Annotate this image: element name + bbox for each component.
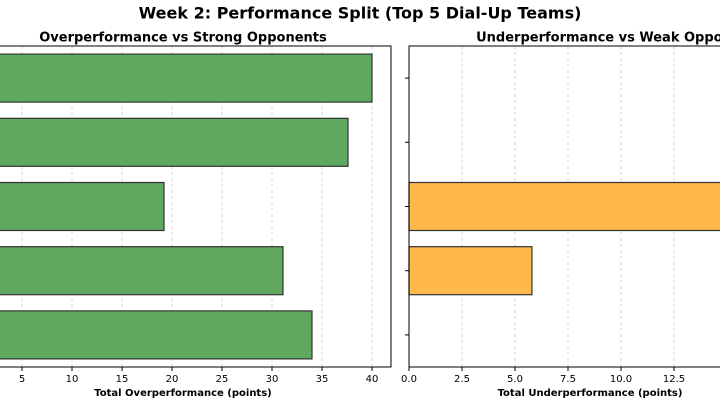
chart-title: Week 2: Performance Split (Top 5 Dial-Up… xyxy=(139,4,582,23)
plot-frame xyxy=(0,45,392,368)
bar xyxy=(0,181,165,232)
x-tick-label: 10 xyxy=(66,374,79,385)
x-tick-label: 0.0 xyxy=(401,374,417,385)
x-tick-label: 10.0 xyxy=(610,374,632,385)
x-tick-label: 12.5 xyxy=(663,374,685,385)
x-axis-label: Total Underperformance (points) xyxy=(498,388,683,399)
bar xyxy=(0,310,313,360)
x-tick-label: 2.5 xyxy=(454,374,470,385)
bar xyxy=(0,117,349,167)
bar xyxy=(0,53,373,103)
x-tick-label: 40 xyxy=(366,374,379,385)
bar xyxy=(0,246,284,296)
bar xyxy=(408,181,720,232)
x-axis-label: Total Overperformance (points) xyxy=(94,388,272,399)
bar xyxy=(408,246,533,296)
panel-title: Overperformance vs Strong Opponents xyxy=(39,31,327,46)
x-tick-label: 5 xyxy=(19,374,25,385)
x-tick-label: 15 xyxy=(116,374,129,385)
x-tick-label: 5.0 xyxy=(507,374,523,385)
x-tick-label: 30 xyxy=(266,374,279,385)
plot-frame xyxy=(408,45,720,368)
panel-title: Underperformance vs Weak Opponents xyxy=(476,31,720,46)
x-tick-label: 25 xyxy=(216,374,229,385)
x-tick-label: 20 xyxy=(166,374,179,385)
x-tick-label: 7.5 xyxy=(560,374,576,385)
x-tick-label: 35 xyxy=(316,374,329,385)
